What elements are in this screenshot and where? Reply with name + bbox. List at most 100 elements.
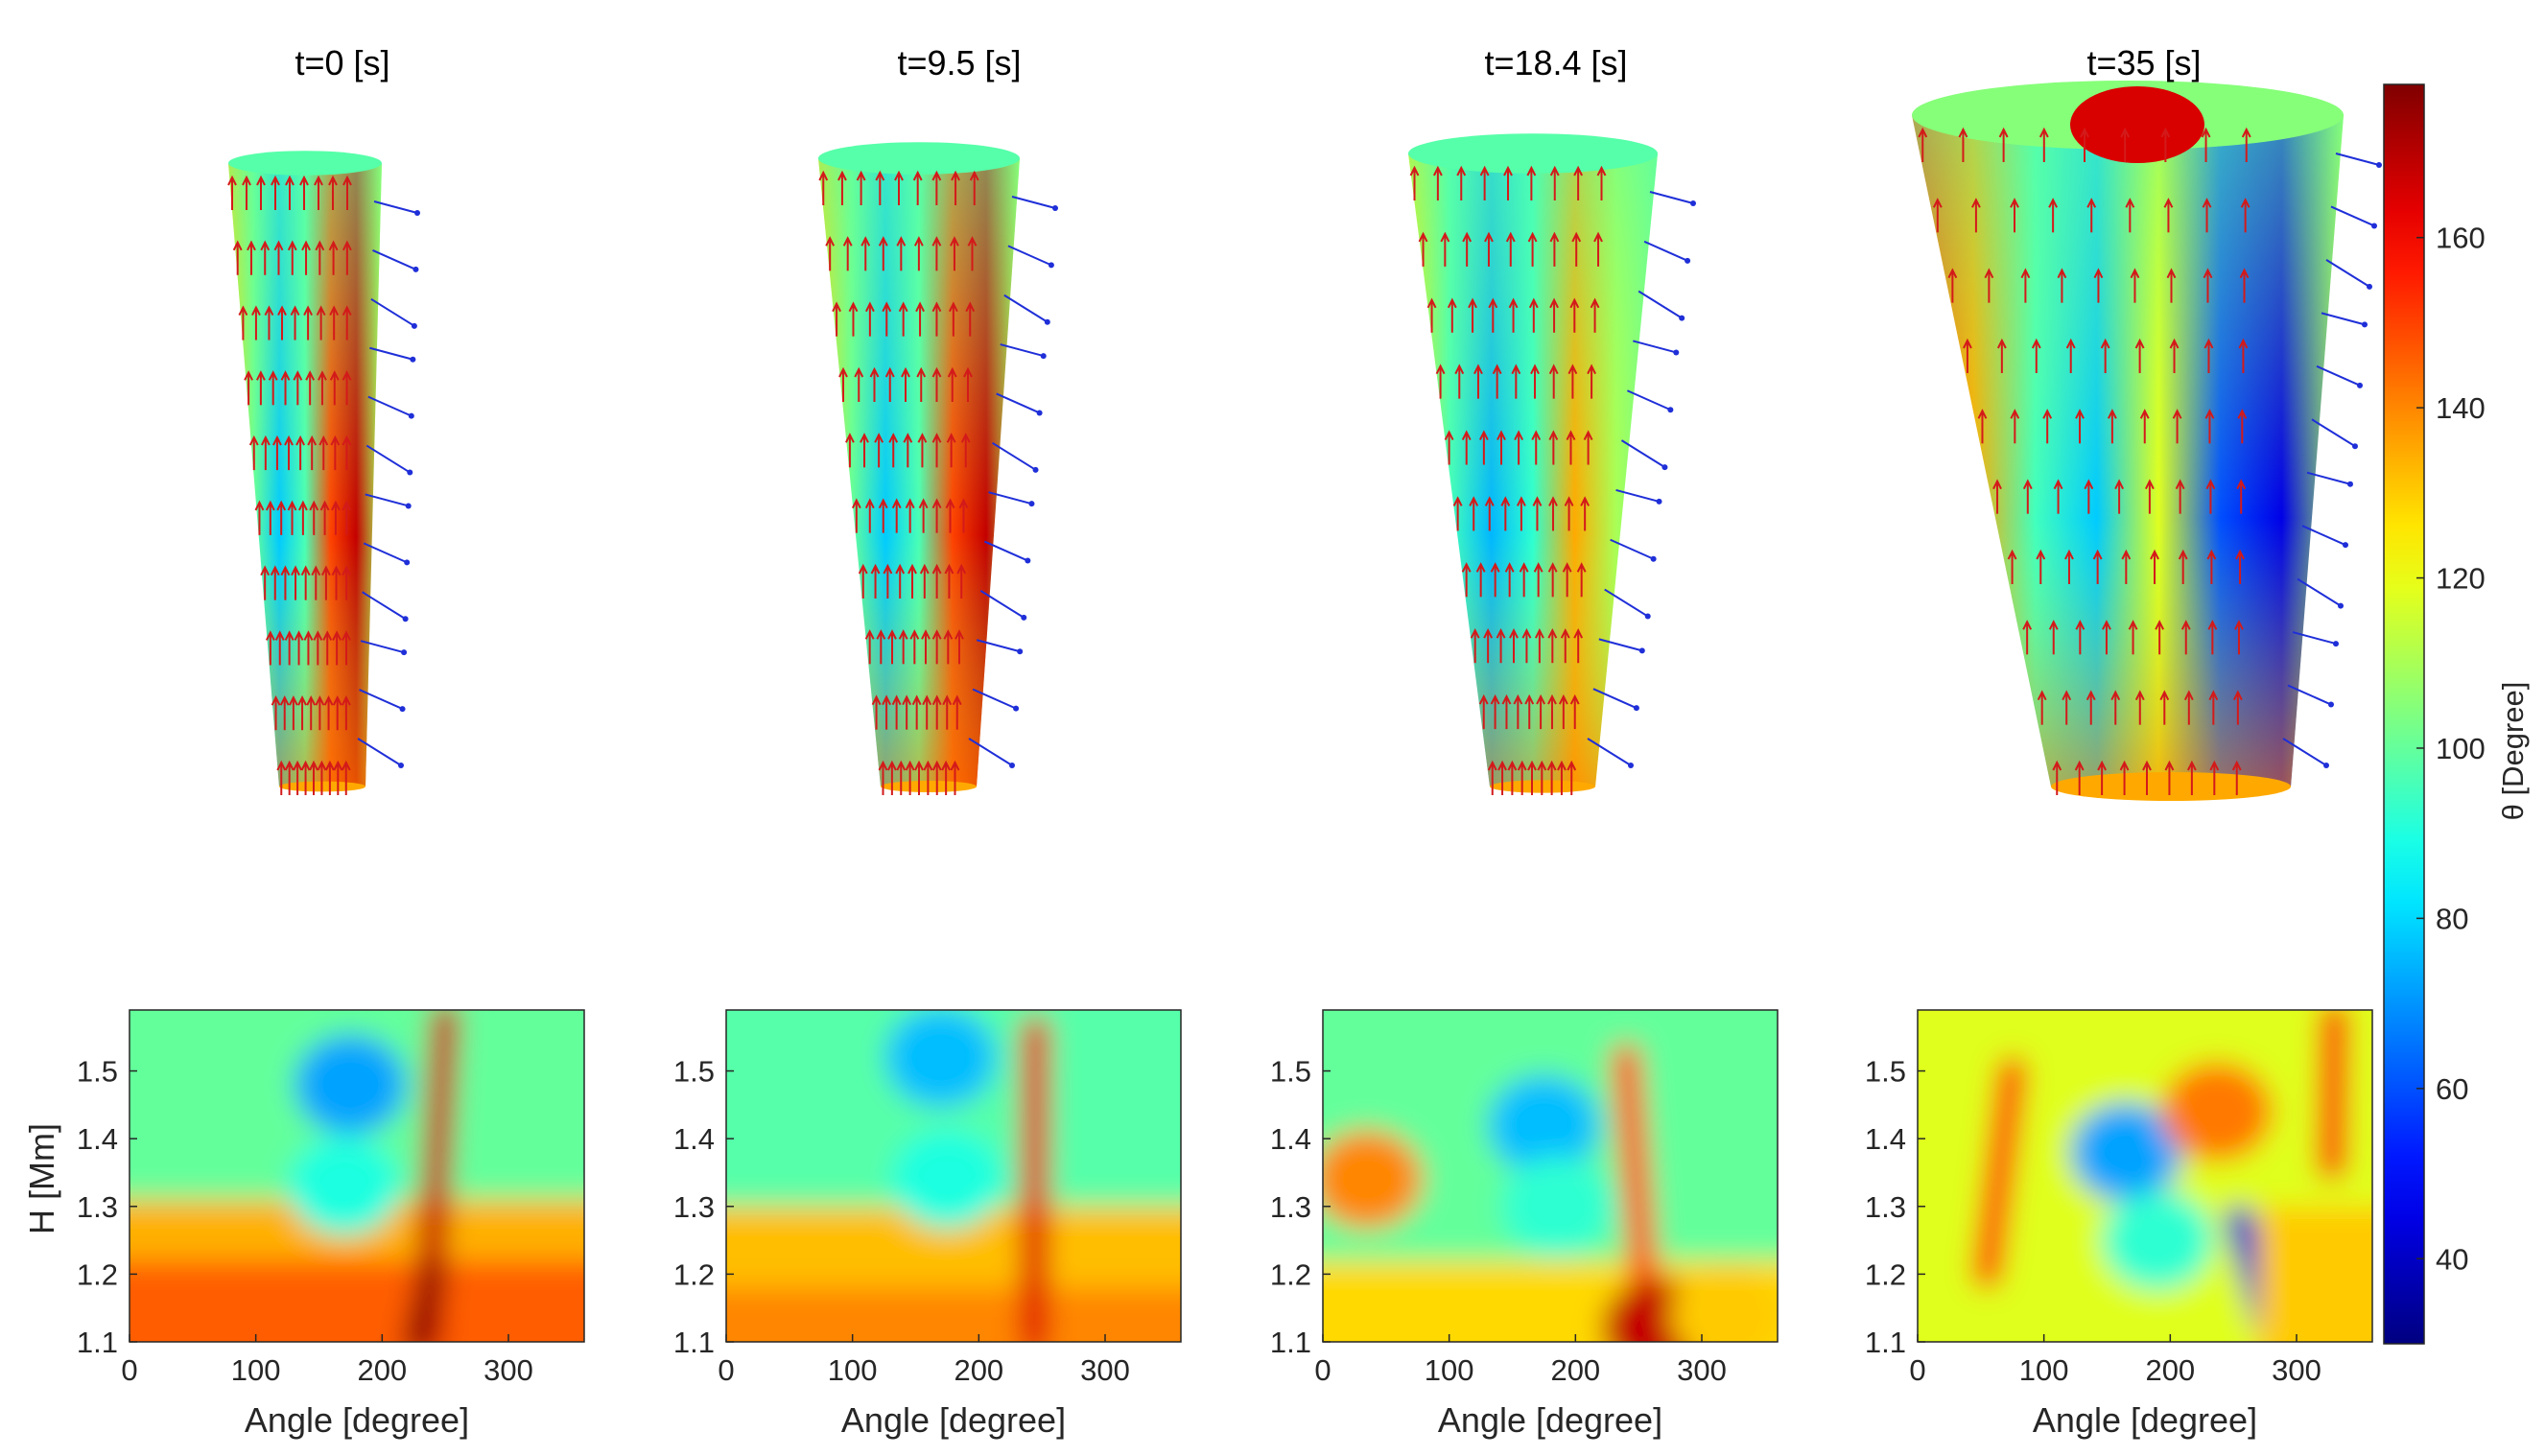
- field-arrow-tip: [1633, 705, 1639, 712]
- axes-frame: [1917, 1009, 2373, 1343]
- field-arrow-head: [2209, 760, 2220, 771]
- field-arrow-head: [1963, 338, 1972, 349]
- field-arrow-head: [915, 301, 925, 313]
- field-arrow-head: [878, 498, 888, 509]
- heatmap-feature-blob: [288, 1136, 400, 1236]
- field-arrow-head: [864, 629, 875, 640]
- field-arrow-blue: [1615, 488, 1660, 503]
- field-arrow-tip: [414, 210, 420, 216]
- field-arrow-head: [960, 433, 971, 443]
- y-tick-label: 1.1: [673, 1326, 715, 1359]
- field-arrow-head: [854, 366, 864, 378]
- field-arrow-head: [851, 498, 861, 509]
- field-arrow-head: [287, 500, 297, 511]
- field-arrow-tip: [401, 649, 408, 656]
- field-arrow-head: [931, 301, 942, 313]
- field-arrow-blue: [2330, 205, 2375, 227]
- cylinder-view-t0: [227, 151, 420, 795]
- field-arrow-head: [860, 433, 869, 443]
- field-arrow-head: [902, 694, 912, 706]
- field-arrow-head: [864, 301, 875, 313]
- field-arrow-head: [1564, 496, 1574, 506]
- field-arrow-head: [943, 629, 954, 640]
- field-arrow-head: [280, 565, 291, 576]
- x-tick-label: 100: [828, 1353, 878, 1387]
- field-arrow-head: [931, 694, 942, 706]
- field-arrow-tip: [2343, 542, 2348, 549]
- field-arrow-head: [303, 305, 313, 317]
- field-arrow-head: [2128, 620, 2138, 630]
- field-arrow-head: [323, 694, 334, 706]
- field-arrow-head: [1531, 430, 1542, 441]
- field-arrow-blue: [1587, 738, 1632, 766]
- field-arrow-head: [271, 694, 281, 706]
- field-arrow-blue: [363, 542, 408, 564]
- field-arrow-head: [878, 236, 888, 247]
- field-arrow-tip: [1685, 257, 1691, 264]
- x-axis-label: Angle [degree]: [2033, 1400, 2257, 1440]
- field-arrow-head: [1484, 496, 1495, 506]
- field-arrow-tip: [1650, 555, 1657, 562]
- field-arrow-head: [1456, 165, 1467, 176]
- field-arrow-head: [1583, 430, 1593, 441]
- field-arrow-tip: [1040, 353, 1047, 360]
- field-arrow-head: [1462, 231, 1473, 243]
- field-arrow-head: [324, 760, 335, 771]
- field-arrow-blue: [1007, 245, 1052, 267]
- field-arrow-head: [886, 760, 897, 771]
- field-arrow-tip: [2357, 382, 2363, 388]
- y-tick-label: 1.5: [77, 1055, 118, 1089]
- field-arrow-blue: [2311, 418, 2356, 448]
- field-arrow-head: [2235, 549, 2245, 560]
- field-arrow-head: [1958, 127, 1968, 138]
- field-arrow-head: [318, 434, 329, 446]
- field-arrow-head: [1560, 627, 1570, 639]
- field-arrow-tip: [1044, 318, 1050, 325]
- field-arrow-head: [277, 305, 287, 317]
- field-arrow-tip: [1009, 763, 1015, 768]
- axes-frame: [129, 1009, 585, 1343]
- field-arrow-head: [254, 500, 265, 511]
- field-arrow-head: [2241, 127, 2251, 138]
- field-arrow-tip: [1052, 205, 1058, 211]
- field-arrow-head: [2120, 127, 2131, 138]
- field-arrow-head: [1971, 198, 1981, 208]
- field-arrow-head: [913, 236, 924, 247]
- field-arrow-blue: [979, 590, 1025, 619]
- field-arrow-head: [332, 694, 342, 706]
- y-tick-label: 1.1: [1270, 1326, 1311, 1359]
- heatmap-feature-ridge: [1020, 1016, 1050, 1342]
- field-arrow-head: [2130, 268, 2140, 279]
- field-arrow-head: [293, 370, 303, 381]
- y-tick-label: 1.2: [1865, 1257, 1906, 1291]
- field-arrow-head: [1504, 562, 1515, 573]
- field-arrow-tip: [410, 356, 416, 363]
- field-arrow-head: [2150, 549, 2159, 560]
- colorbar-tick-label: 100: [2436, 732, 2486, 765]
- field-arrow-blue: [372, 248, 416, 270]
- field-arrow-head: [248, 434, 259, 446]
- field-arrow-head: [1454, 364, 1465, 375]
- field-arrow-head: [1947, 268, 1958, 279]
- field-arrow-head: [1984, 268, 1994, 279]
- field-arrow-head: [2119, 760, 2130, 771]
- field-arrow-blue: [2335, 153, 2380, 166]
- field-arrow-blue: [373, 200, 418, 214]
- x-tick-label: 100: [2019, 1353, 2069, 1387]
- field-arrow-head: [848, 301, 859, 313]
- field-arrow-head: [918, 498, 929, 509]
- field-arrow-head: [1484, 231, 1494, 243]
- field-arrow-head: [331, 565, 342, 576]
- field-arrow-head: [342, 240, 352, 251]
- field-arrow-head: [2201, 127, 2211, 138]
- field-arrow-head: [898, 301, 908, 313]
- field-arrow-head: [1496, 627, 1506, 639]
- field-arrow-head: [871, 694, 882, 706]
- field-arrow-head: [307, 434, 318, 446]
- field-arrow-head: [2159, 690, 2170, 701]
- field-arrow-head: [1536, 693, 1545, 705]
- field-arrow-head: [2144, 479, 2155, 490]
- field-arrow-head: [306, 694, 317, 706]
- y-tick-label: 1.2: [1270, 1257, 1311, 1291]
- field-arrow-head: [242, 175, 251, 186]
